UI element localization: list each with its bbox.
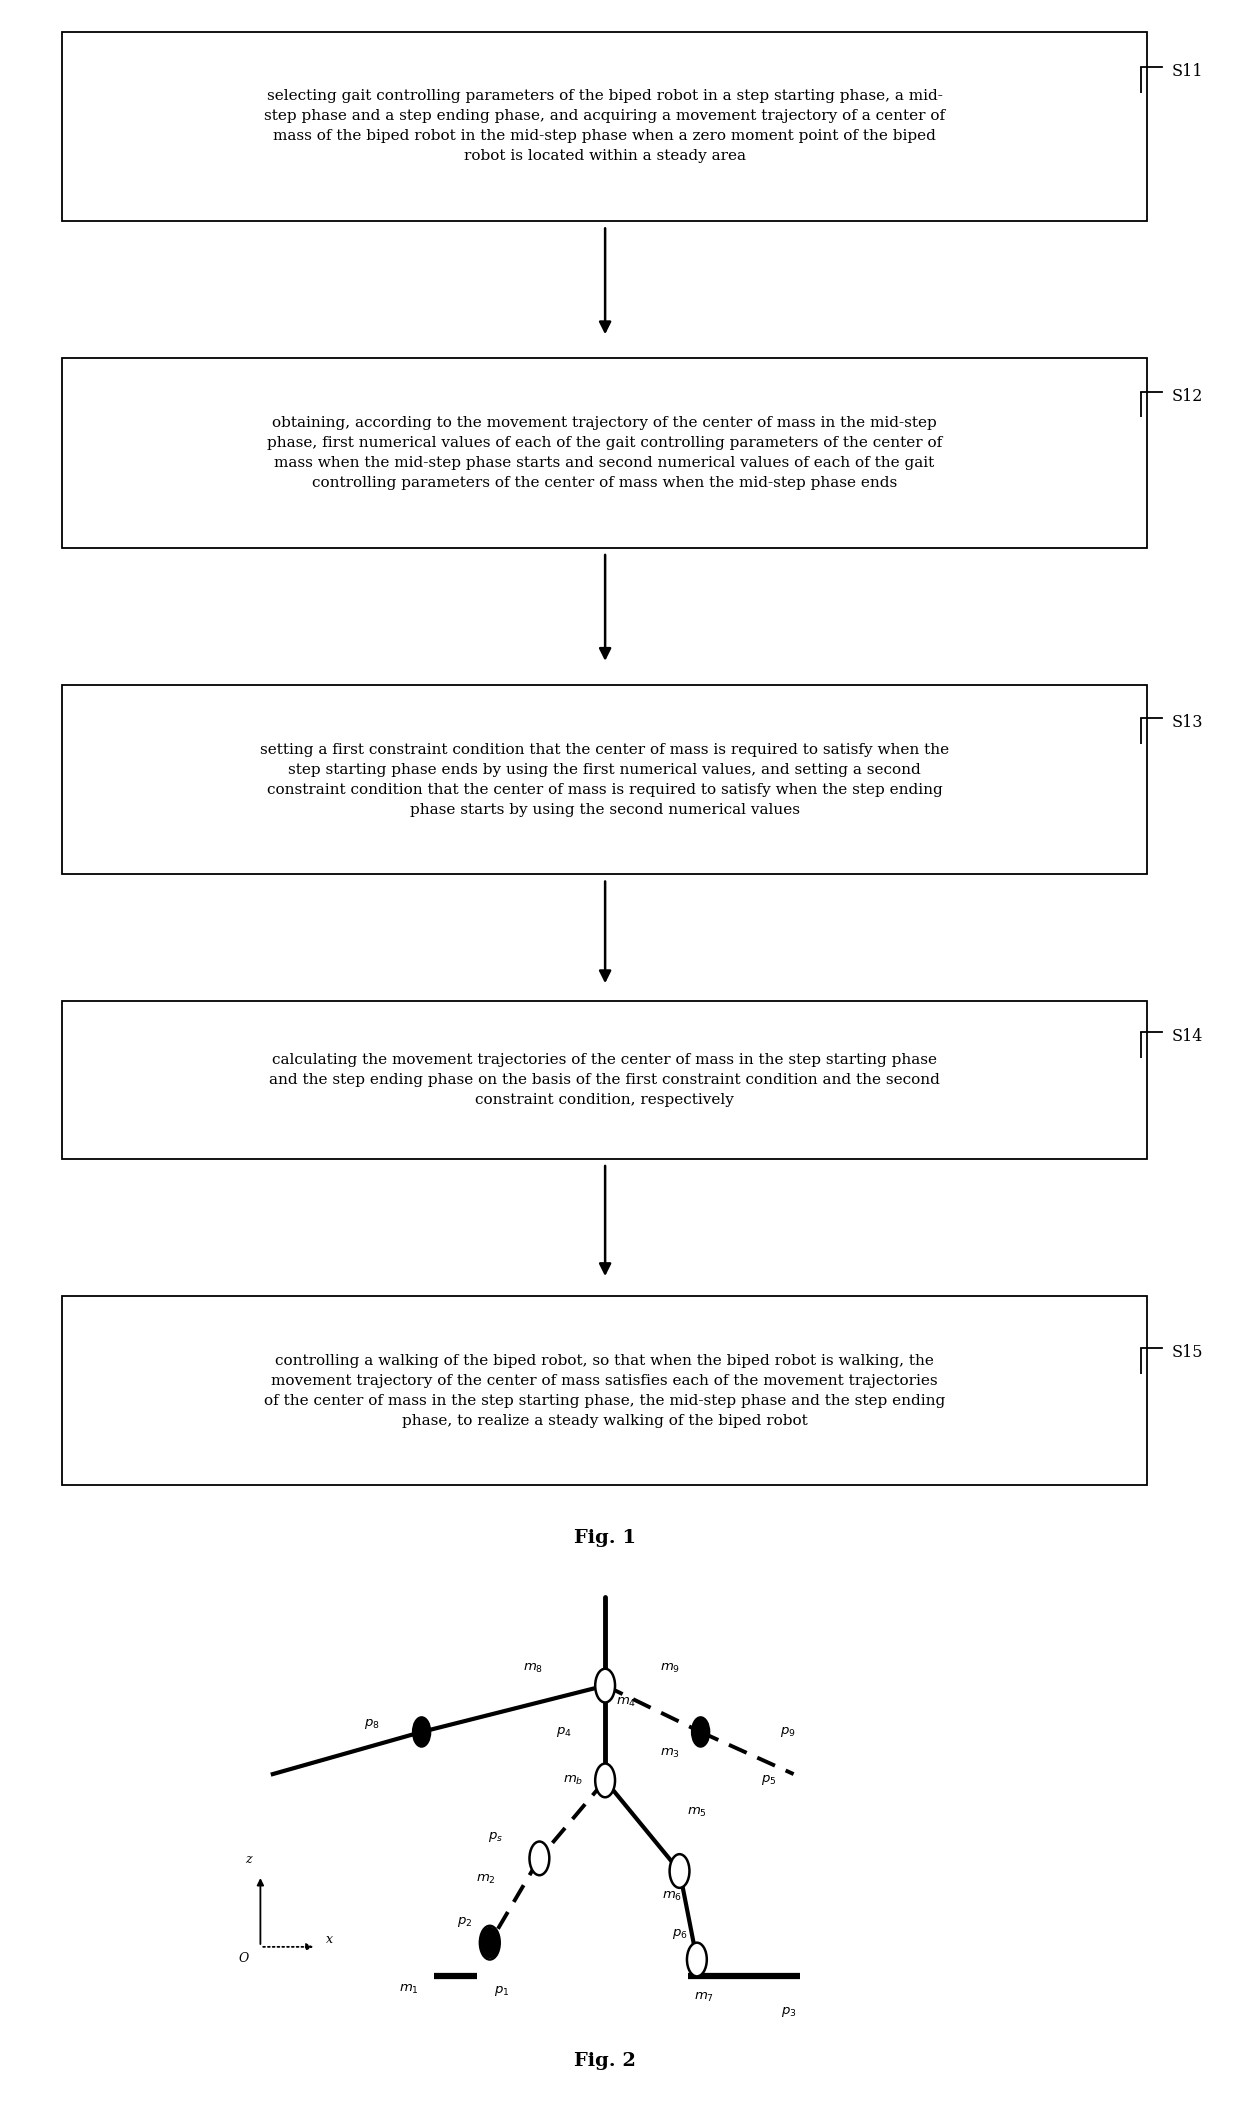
Text: $m_9$: $m_9$ [660,1662,680,1675]
Text: z: z [246,1852,252,1865]
Text: $p_8$: $p_8$ [365,1717,379,1730]
Text: $p_9$: $p_9$ [780,1726,795,1738]
Circle shape [670,1854,689,1888]
Circle shape [692,1717,709,1747]
Text: S12: S12 [1172,388,1203,405]
Circle shape [481,1928,498,1957]
FancyBboxPatch shape [62,32,1147,221]
Text: controlling a walking of the biped robot, so that when the biped robot is walkin: controlling a walking of the biped robot… [264,1353,945,1429]
Text: $p_6$: $p_6$ [672,1928,687,1941]
Text: S15: S15 [1172,1344,1203,1361]
Text: $m_8$: $m_8$ [523,1662,543,1675]
Text: $m_1$: $m_1$ [399,1983,419,1995]
Text: $m_b$: $m_b$ [563,1774,583,1787]
Text: Fig. 2: Fig. 2 [574,2052,636,2069]
Text: $p_1$: $p_1$ [495,1985,510,1997]
Text: $p_4$: $p_4$ [557,1726,572,1738]
Text: S14: S14 [1172,1028,1203,1045]
Circle shape [687,1943,707,1976]
Text: $p_5$: $p_5$ [761,1774,776,1787]
Text: calculating the movement trajectories of the center of mass in the step starting: calculating the movement trajectories of… [269,1054,940,1106]
Circle shape [413,1717,430,1747]
FancyBboxPatch shape [62,358,1147,548]
Text: $m_5$: $m_5$ [687,1806,707,1818]
Text: $m_4$: $m_4$ [616,1696,636,1709]
Text: S11: S11 [1172,63,1203,80]
Text: S13: S13 [1172,714,1203,731]
Text: x: x [326,1932,334,1945]
Text: selecting gait controlling parameters of the biped robot in a step starting phas: selecting gait controlling parameters of… [264,88,945,164]
Text: $m_6$: $m_6$ [662,1890,682,1903]
Text: $m_3$: $m_3$ [660,1747,680,1759]
Text: $p_3$: $p_3$ [781,2006,796,2019]
Text: $p_2$: $p_2$ [458,1915,472,1928]
FancyBboxPatch shape [62,1001,1147,1159]
Circle shape [595,1669,615,1702]
Text: obtaining, according to the movement trajectory of the center of mass in the mid: obtaining, according to the movement tra… [267,415,942,491]
Circle shape [480,1926,500,1960]
Text: Fig. 1: Fig. 1 [574,1530,636,1547]
Circle shape [529,1842,549,1875]
Text: O: O [238,1951,248,1964]
Text: setting a first constraint condition that the center of mass is required to sati: setting a first constraint condition tha… [260,742,949,818]
FancyBboxPatch shape [62,685,1147,874]
Circle shape [595,1764,615,1797]
Text: $m_2$: $m_2$ [476,1873,496,1886]
Text: $p_s$: $p_s$ [489,1831,503,1844]
FancyBboxPatch shape [62,1296,1147,1485]
Text: $m_7$: $m_7$ [694,1991,714,2004]
